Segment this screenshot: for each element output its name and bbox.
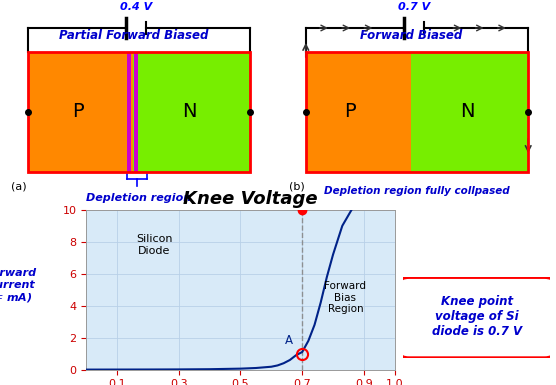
Text: 0.4 V: 0.4 V (120, 2, 152, 12)
Text: Partial Forward Biased: Partial Forward Biased (59, 29, 208, 42)
Text: Forward Biased: Forward Biased (360, 29, 463, 42)
Bar (28, 52, 133, 172)
Text: Depletion region: Depletion region (86, 193, 192, 203)
Bar (306, 52, 528, 172)
Text: Silicon
Diode: Silicon Diode (136, 234, 172, 256)
Text: A: A (285, 334, 293, 347)
Text: (b): (b) (289, 182, 305, 192)
Text: Forward
Bias
Region: Forward Bias Region (324, 281, 366, 314)
Text: N: N (182, 102, 196, 121)
Text: N: N (460, 102, 474, 121)
Bar (134, 52, 138, 172)
Text: P: P (72, 102, 83, 121)
Text: Depletion region fully collpased: Depletion region fully collpased (324, 186, 510, 196)
Text: Knee point
voltage of Si
diode is 0.7 V: Knee point voltage of Si diode is 0.7 V (431, 295, 522, 338)
Bar (411, 52, 528, 172)
Bar (28, 52, 250, 172)
Text: (a): (a) (11, 182, 27, 192)
Bar (127, 52, 131, 172)
Text: 0.7 V: 0.7 V (398, 2, 430, 12)
Bar (133, 52, 250, 172)
FancyBboxPatch shape (400, 277, 553, 358)
Text: Forward
Current
($I_F$ mA): Forward Current ($I_F$ mA) (0, 268, 37, 305)
Text: P: P (345, 102, 356, 121)
Bar (306, 52, 411, 172)
Text: Knee Voltage: Knee Voltage (183, 190, 317, 208)
